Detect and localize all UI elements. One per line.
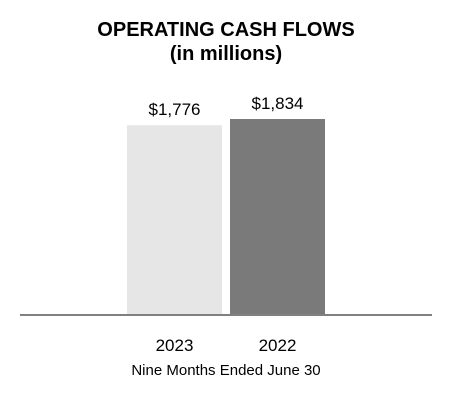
- data-label-2023: $1,776: [149, 100, 201, 119]
- chart-title: OPERATING CASH FLOWS: [97, 19, 355, 41]
- chart-subtitle: (in millions): [169, 43, 283, 65]
- bar-2022: [230, 119, 325, 315]
- x-axis-label: Nine Months Ended June 30: [131, 362, 321, 379]
- x-tick-label-2023: 2023: [156, 336, 194, 355]
- x-tick-label-2022: 2022: [259, 336, 297, 355]
- bar-2023: [127, 125, 222, 315]
- data-label-2022: $1,834: [252, 94, 304, 113]
